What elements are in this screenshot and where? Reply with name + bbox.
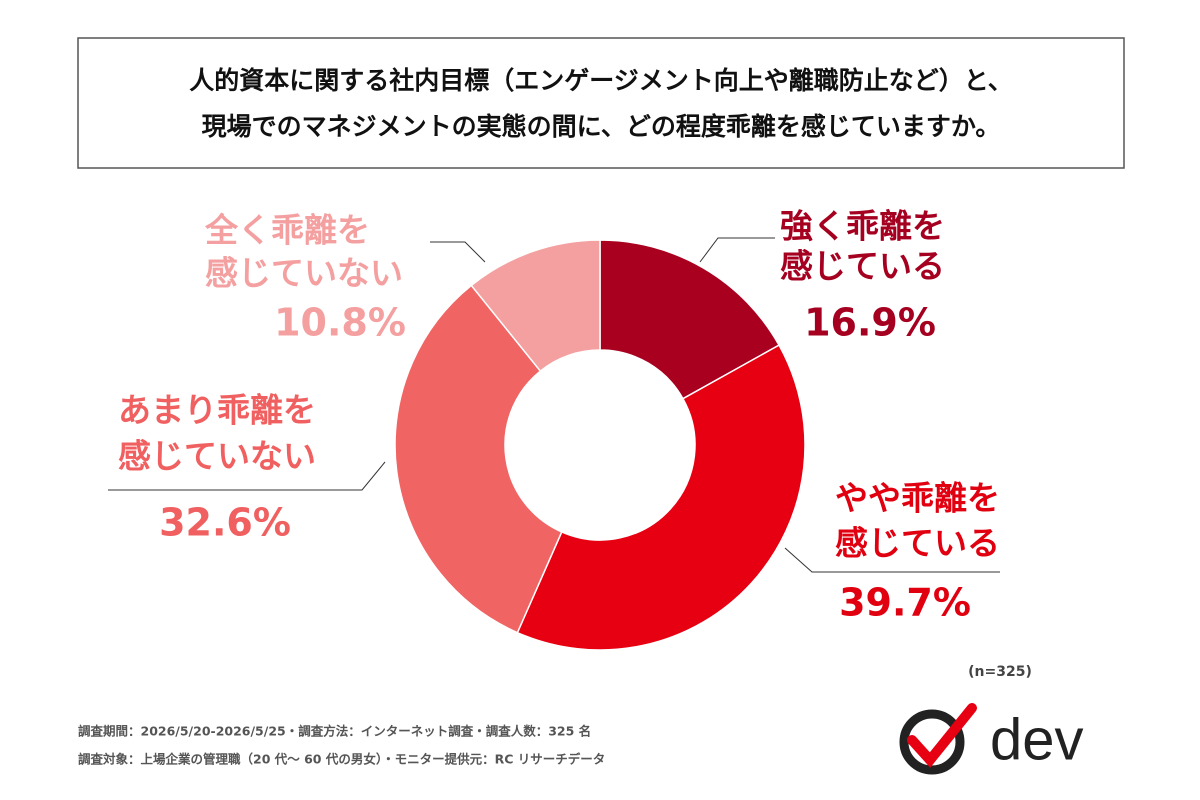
donut-slice <box>394 284 563 634</box>
value-label: 16.9% <box>804 301 936 345</box>
leader-line <box>784 547 1000 573</box>
chart-title: 人的資本に関する社内目標（エンゲージメント向上や離職防止など）と、 <box>189 66 1013 95</box>
value-label: 32.6% <box>159 501 291 545</box>
category-label: やや乖離を <box>835 479 1000 518</box>
leader-line <box>699 237 775 263</box>
sample-note: (n=325) <box>968 664 1032 680</box>
value-label: 39.7% <box>839 581 971 625</box>
title-box <box>77 37 1125 169</box>
category-label: 感じている <box>835 524 1000 563</box>
logo-text: dev <box>990 707 1084 772</box>
category-label: 感じていない <box>205 254 403 293</box>
category-label: 強く乖離を <box>780 207 945 246</box>
donut-slice <box>599 239 781 400</box>
footnote: 調査期間：2026/5/20-2026/5/25・調査方法：インターネット調査・… <box>78 724 591 739</box>
chart-title: 現場でのマネジメントの実態の間に、どの程度乖離を感じていますか。 <box>202 112 1001 141</box>
leader-line <box>430 241 486 263</box>
value-label: 10.8% <box>274 301 406 345</box>
donut-slice <box>470 239 601 373</box>
category-label: あまり乖離を <box>118 391 316 430</box>
category-label: 全く乖離を <box>204 211 370 250</box>
footnote: 調査対象：上場企業の管理職（20 代〜 60 代の男女）・モニター提供元：RC … <box>78 752 605 767</box>
category-label: 感じていない <box>118 437 316 476</box>
logo-mark <box>899 703 977 775</box>
leader-line <box>108 461 386 491</box>
category-label: 感じている <box>780 247 945 286</box>
donut-slice <box>516 344 806 651</box>
